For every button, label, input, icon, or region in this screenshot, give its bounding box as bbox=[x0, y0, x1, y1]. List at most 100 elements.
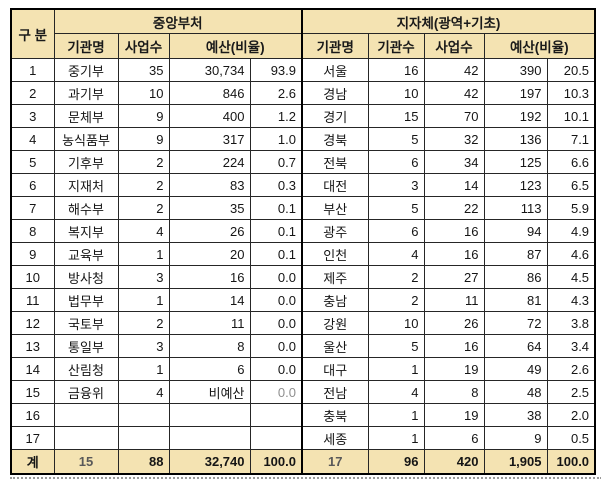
header-local-group: 지자체(광역+기초) bbox=[300, 8, 596, 34]
central-ratio: 93.9 bbox=[249, 58, 303, 82]
table-row: 1 중기부 35 30,734 93.9 서울 16 42 390 20.5 bbox=[10, 58, 596, 82]
local-org-count: 10 bbox=[367, 81, 425, 105]
table-row: 6 지재처 2 83 0.3 대전 3 14 123 6.5 bbox=[10, 173, 596, 197]
table-row: 11 법무부 1 14 0.0 충남 2 11 81 4.3 bbox=[10, 288, 596, 312]
central-ratio: 0.0 bbox=[249, 311, 303, 335]
local-org-count: 6 bbox=[367, 219, 425, 243]
central-org-name: 금융위 bbox=[53, 380, 119, 404]
local-ratio: 10.3 bbox=[546, 81, 596, 105]
local-project-count: 19 bbox=[423, 403, 485, 427]
table-row: 3 문체부 9 400 1.2 경기 15 70 192 10.1 bbox=[10, 104, 596, 128]
total-row: 계 15 88 32,740 100.0 17 96 420 1,905 100… bbox=[10, 449, 596, 475]
central-ratio: 0.1 bbox=[249, 219, 303, 243]
central-project-count: 2 bbox=[117, 196, 170, 220]
local-project-count: 27 bbox=[423, 265, 485, 289]
local-org-count: 1 bbox=[367, 403, 425, 427]
central-budget: 846 bbox=[168, 81, 251, 105]
central-project-count: 3 bbox=[117, 265, 170, 289]
central-ratio: 2.6 bbox=[249, 81, 303, 105]
table-row: 14 산림청 1 6 0.0 대구 1 19 49 2.6 bbox=[10, 357, 596, 381]
local-budget: 390 bbox=[483, 58, 548, 82]
table-row: 13 통일부 3 8 0.0 울산 5 16 64 3.4 bbox=[10, 334, 596, 358]
central-project-count: 10 bbox=[117, 81, 170, 105]
local-project-count: 11 bbox=[423, 288, 485, 312]
central-org-name: 농식품부 bbox=[53, 127, 119, 151]
local-budget: 87 bbox=[483, 242, 548, 266]
central-budget: 6 bbox=[168, 357, 251, 381]
row-number: 15 bbox=[10, 380, 55, 404]
central-budget: 224 bbox=[168, 150, 251, 174]
central-org-name: 문체부 bbox=[53, 104, 119, 128]
central-org-name: 법무부 bbox=[53, 288, 119, 312]
local-project-count: 8 bbox=[423, 380, 485, 404]
row-number: 4 bbox=[10, 127, 55, 151]
row-number: 7 bbox=[10, 196, 55, 220]
central-budget: 20 bbox=[168, 242, 251, 266]
local-budget: 72 bbox=[483, 311, 548, 335]
local-ratio: 4.9 bbox=[546, 219, 596, 243]
central-project-count: 4 bbox=[117, 380, 170, 404]
local-org-count: 15 bbox=[367, 104, 425, 128]
header-local-org-name: 기관명 bbox=[301, 33, 369, 59]
table-row: 16 충북 1 19 38 2.0 bbox=[10, 403, 596, 427]
local-project-count: 34 bbox=[423, 150, 485, 174]
header-local-org-count: 기관수 bbox=[367, 33, 425, 59]
local-budget: 81 bbox=[483, 288, 548, 312]
table-row: 2 과기부 10 846 2.6 경남 10 42 197 10.3 bbox=[10, 81, 596, 105]
central-budget: 317 bbox=[168, 127, 251, 151]
local-org-name: 전남 bbox=[301, 380, 369, 404]
header-central-group: 중앙부처 bbox=[53, 8, 303, 34]
local-budget: 38 bbox=[483, 403, 548, 427]
central-budget: 35 bbox=[168, 196, 251, 220]
central-project-count: 9 bbox=[117, 127, 170, 151]
row-number: 8 bbox=[10, 219, 55, 243]
local-org-count: 6 bbox=[367, 150, 425, 174]
central-ratio: 1.0 bbox=[249, 127, 303, 151]
row-number: 3 bbox=[10, 104, 55, 128]
row-number: 14 bbox=[10, 357, 55, 381]
table-row: 15 금융위 4 비예산 0.0 전남 4 8 48 2.5 bbox=[10, 380, 596, 404]
central-org-name: 교육부 bbox=[53, 242, 119, 266]
local-org-name: 충남 bbox=[301, 288, 369, 312]
local-org-name: 충북 bbox=[301, 403, 369, 427]
central-project-count bbox=[117, 403, 170, 427]
header-central-project-count: 사업수 bbox=[117, 33, 170, 59]
central-budget bbox=[168, 403, 251, 427]
local-org-name: 강원 bbox=[301, 311, 369, 335]
local-org-count: 1 bbox=[367, 357, 425, 381]
row-number: 13 bbox=[10, 334, 55, 358]
central-org-name: 국토부 bbox=[53, 311, 119, 335]
local-org-name: 대구 bbox=[301, 357, 369, 381]
central-org-name: 지재처 bbox=[53, 173, 119, 197]
header-gubun: 구 분 bbox=[10, 8, 55, 59]
local-budget: 48 bbox=[483, 380, 548, 404]
local-ratio: 2.5 bbox=[546, 380, 596, 404]
local-budget: 123 bbox=[483, 173, 548, 197]
local-org-count: 2 bbox=[367, 288, 425, 312]
total-local-project-count: 420 bbox=[423, 449, 485, 475]
central-project-count: 1 bbox=[117, 288, 170, 312]
local-project-count: 16 bbox=[423, 242, 485, 266]
central-budget: 30,734 bbox=[168, 58, 251, 82]
row-number: 1 bbox=[10, 58, 55, 82]
central-ratio bbox=[249, 403, 303, 427]
table-row: 17 세종 1 6 9 0.5 bbox=[10, 426, 596, 450]
table-row: 7 해수부 2 35 0.1 부산 5 22 113 5.9 bbox=[10, 196, 596, 220]
total-local-ratio: 100.0 bbox=[546, 449, 596, 475]
central-project-count: 9 bbox=[117, 104, 170, 128]
row-number: 11 bbox=[10, 288, 55, 312]
local-org-name: 제주 bbox=[301, 265, 369, 289]
central-org-name bbox=[53, 426, 119, 450]
header-local-project-count: 사업수 bbox=[423, 33, 485, 59]
central-project-count: 2 bbox=[117, 311, 170, 335]
central-project-count: 2 bbox=[117, 150, 170, 174]
central-org-name: 통일부 bbox=[53, 334, 119, 358]
local-org-name: 경북 bbox=[301, 127, 369, 151]
local-org-name: 부산 bbox=[301, 196, 369, 220]
local-project-count: 16 bbox=[423, 334, 485, 358]
local-org-count: 16 bbox=[367, 58, 425, 82]
total-central-org-count: 15 bbox=[53, 449, 119, 475]
central-ratio: 0.0 bbox=[249, 265, 303, 289]
central-budget: 11 bbox=[168, 311, 251, 335]
local-project-count: 42 bbox=[423, 58, 485, 82]
